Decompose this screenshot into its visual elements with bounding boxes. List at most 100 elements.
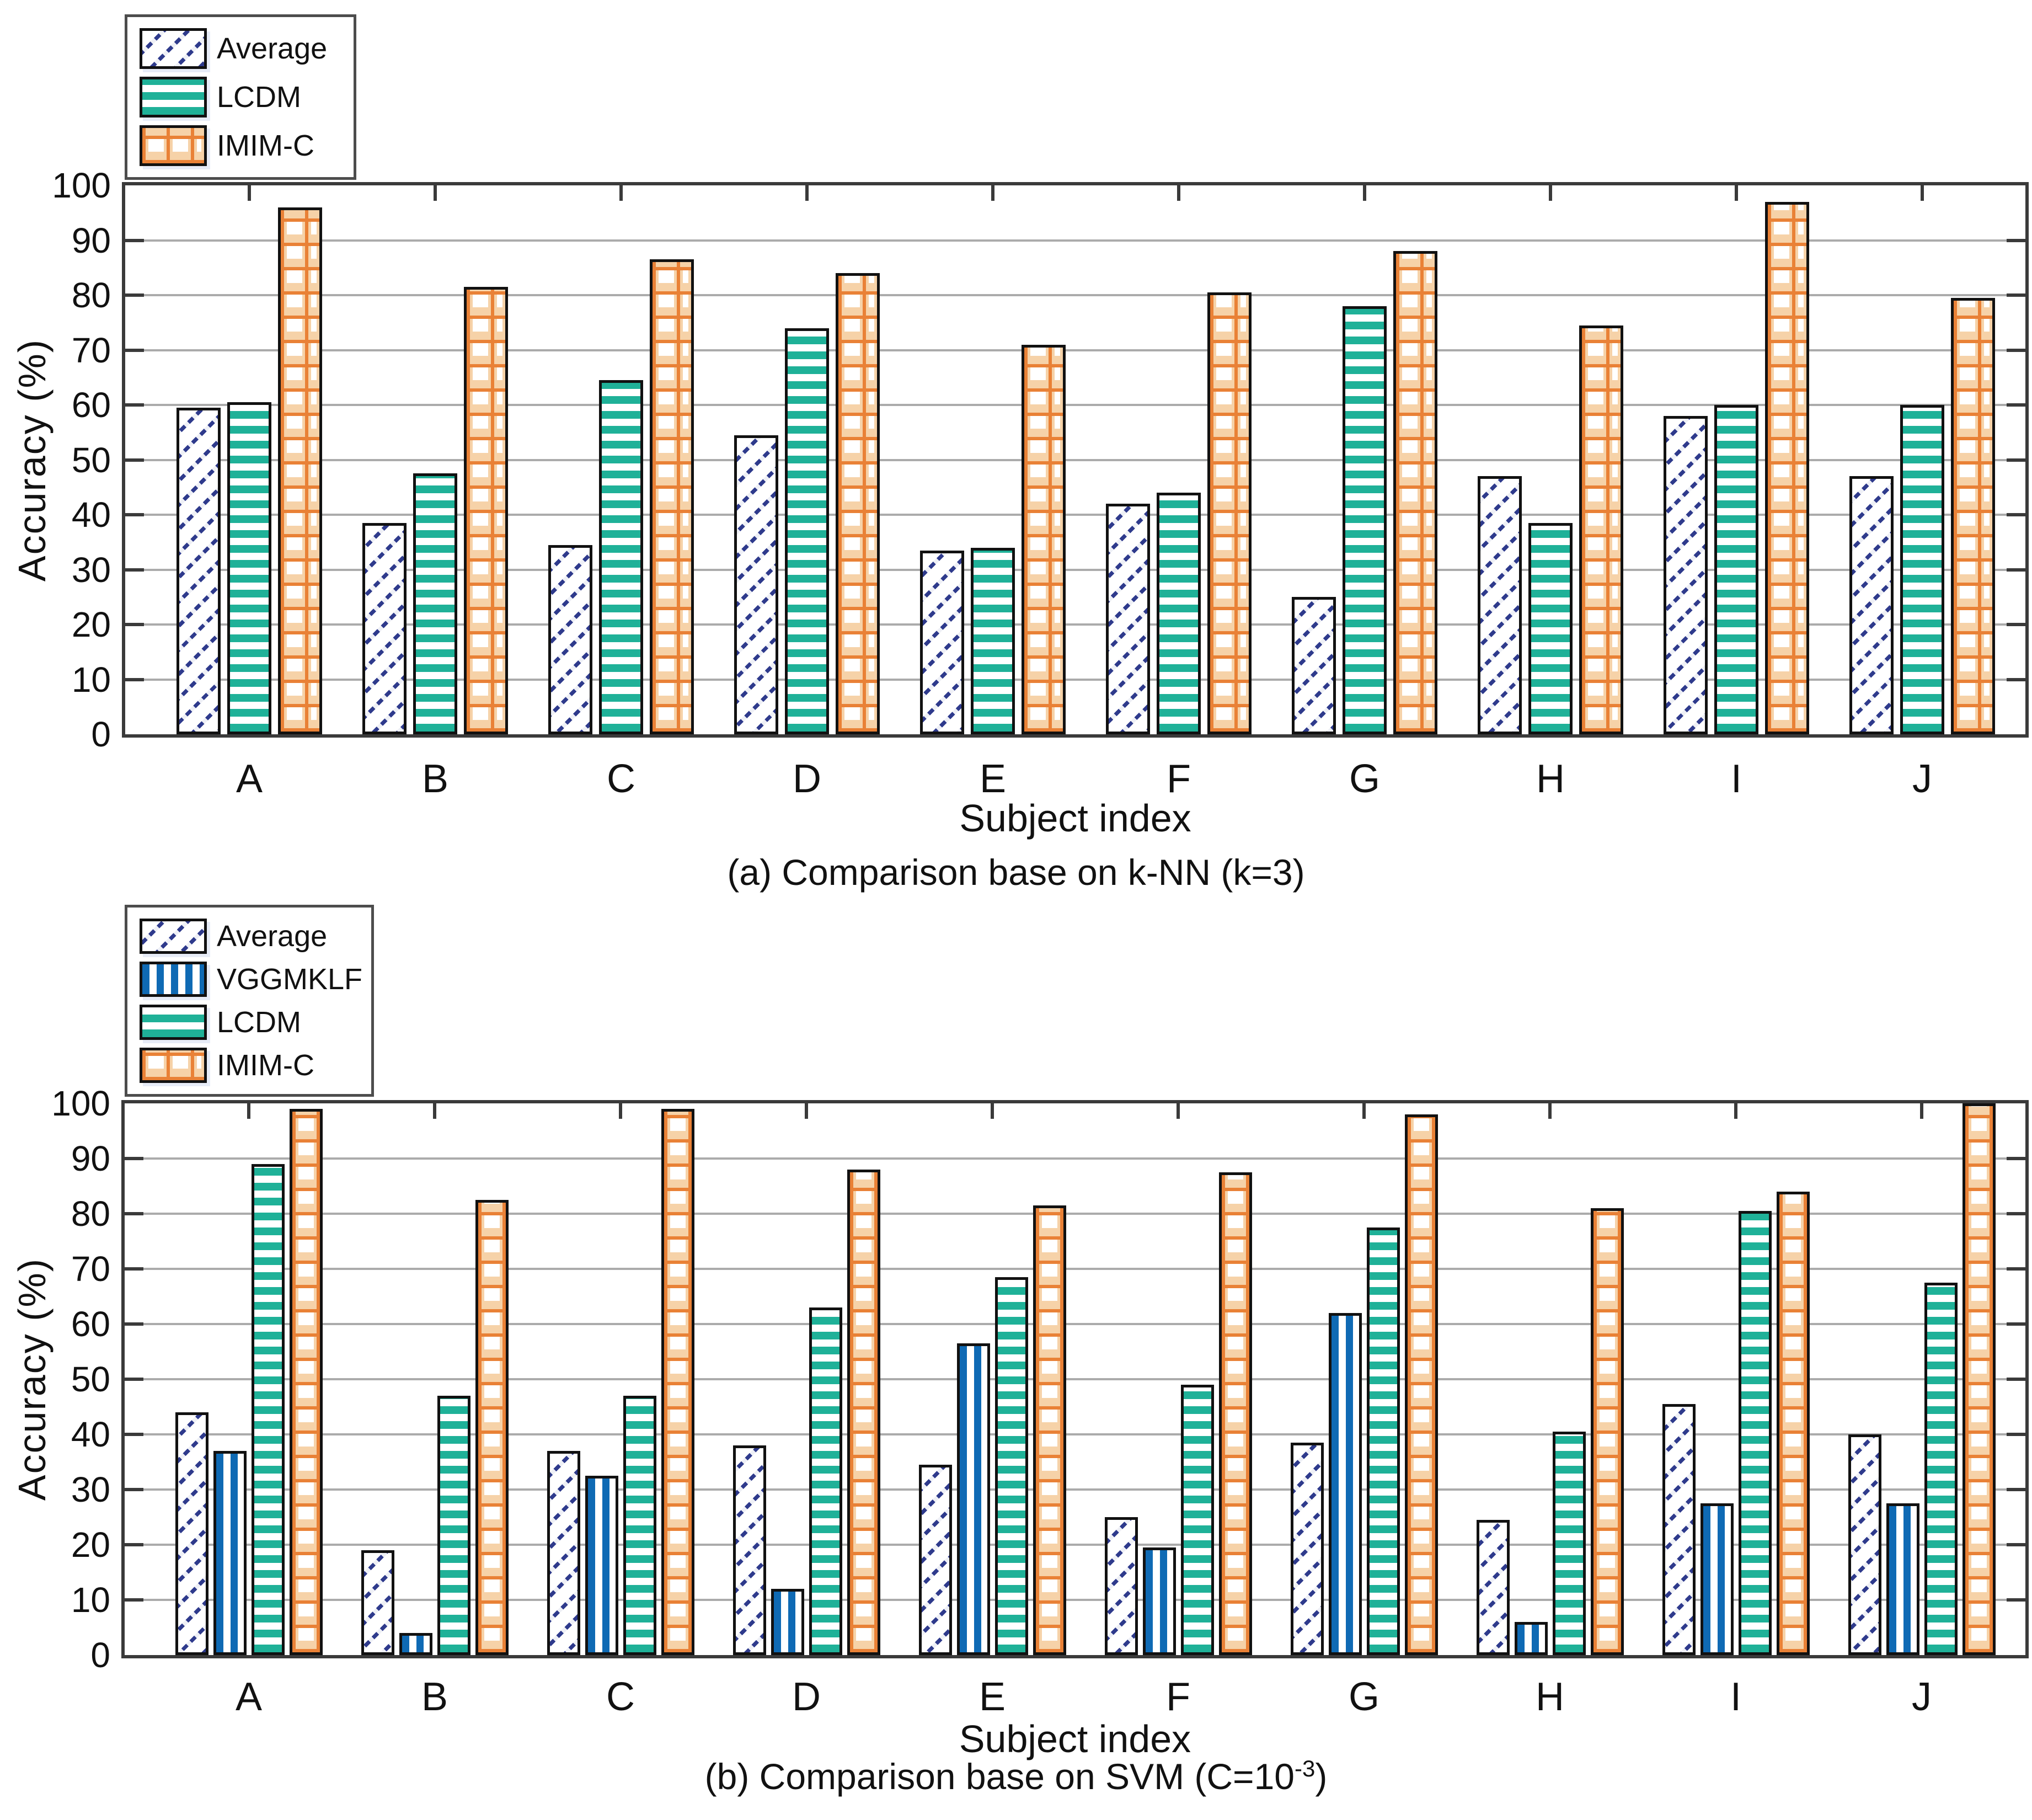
x-tick-label: F xyxy=(1166,1675,1190,1719)
y-tick-label: 0 xyxy=(91,714,111,754)
gridline xyxy=(125,1599,2025,1601)
bar-lcdm-F xyxy=(1157,493,1201,734)
bar-lcdm-H xyxy=(1552,1432,1586,1655)
gridline xyxy=(125,623,2025,626)
y-tick-label: 50 xyxy=(71,440,111,480)
y-tick-mark xyxy=(2007,238,2025,242)
y-tick-mark xyxy=(125,568,144,572)
legend-item-imimc: IMIM-C xyxy=(140,1048,359,1083)
y-tick-label: 90 xyxy=(71,1139,110,1178)
y-tick-label: 40 xyxy=(71,495,111,535)
x-tick-mark xyxy=(805,1103,808,1119)
x-tick-label: E xyxy=(978,1675,1006,1719)
legend-item-imimc: IMIM-C xyxy=(140,125,341,166)
bar-average-G xyxy=(1290,1443,1324,1655)
gridline xyxy=(125,1544,2025,1546)
gridline xyxy=(125,678,2025,681)
x-tick-label: C xyxy=(607,757,635,801)
bar-lcdm-I xyxy=(1714,405,1758,734)
x-tick-mark xyxy=(1177,1103,1180,1119)
bar-average-E xyxy=(918,1465,952,1655)
bar-average-A xyxy=(177,408,221,734)
average-pattern-swatch xyxy=(140,919,207,954)
bar-imim-c-J xyxy=(1962,1103,1996,1655)
plot-area-svm xyxy=(121,1100,2029,1658)
bar-vggmklf-B xyxy=(399,1633,432,1655)
x-tick-mark xyxy=(1177,185,1180,201)
x-tick-label: H xyxy=(1536,1675,1564,1719)
average-pattern-swatch xyxy=(140,28,207,69)
y-tick-mark xyxy=(2007,1488,2025,1491)
y-tick-mark xyxy=(125,403,144,407)
x-tick-label: J xyxy=(1912,757,1932,801)
y-tick-mark xyxy=(2007,1322,2025,1326)
y-tick-label: 60 xyxy=(71,385,111,425)
bar-average-J xyxy=(1849,476,1894,734)
bar-imim-c-B xyxy=(475,1200,509,1655)
y-tick-label: 70 xyxy=(71,1249,110,1289)
bar-imim-c-H xyxy=(1590,1208,1624,1655)
bar-average-D xyxy=(734,435,778,734)
x-tick-label: F xyxy=(1167,757,1191,801)
bar-average-C xyxy=(548,545,592,734)
x-tick-mark xyxy=(433,1103,436,1119)
y-tick-label: 50 xyxy=(71,1359,110,1399)
x-tick-mark xyxy=(248,185,251,201)
y-tick-label: 40 xyxy=(71,1415,110,1454)
y-tick-mark xyxy=(2007,1598,2025,1602)
bar-lcdm-D xyxy=(785,328,829,734)
bar-average-C xyxy=(547,1451,580,1655)
legend-item-lcdm: LCDM xyxy=(140,77,341,118)
gridline xyxy=(125,514,2025,516)
x-tick-mark xyxy=(1734,1103,1737,1119)
y-tick-label: 10 xyxy=(71,659,111,700)
y-tick-mark xyxy=(125,1378,143,1381)
x-tick-mark xyxy=(805,185,809,201)
bar-lcdm-E xyxy=(994,1277,1028,1655)
y-tick-mark xyxy=(2007,458,2025,462)
legend-item-vggmklf: VGGMKLF xyxy=(140,962,362,997)
x-tick-label: D xyxy=(793,757,821,801)
bar-lcdm-D xyxy=(809,1307,842,1655)
bar-lcdm-A xyxy=(251,1164,285,1655)
legend-label: Average xyxy=(217,32,328,65)
y-tick-label: 30 xyxy=(71,549,111,590)
caption-text: ) xyxy=(1315,1756,1328,1797)
bar-lcdm-G xyxy=(1343,306,1387,734)
caption-b: (b) Comparison base on SVM (C=10-3) xyxy=(0,1755,2032,1797)
bar-imim-c-C xyxy=(650,259,694,734)
bar-vggmklf-E xyxy=(956,1343,990,1655)
bar-vggmklf-A xyxy=(213,1451,247,1655)
x-tick-mark xyxy=(1735,185,1738,201)
x-tick-label: G xyxy=(1348,1675,1379,1719)
y-tick-mark xyxy=(125,1598,143,1602)
bar-imim-c-J xyxy=(1951,298,1995,734)
y-tick-mark xyxy=(125,458,144,462)
bar-average-A xyxy=(175,1412,208,1655)
bar-lcdm-C xyxy=(599,380,643,734)
x-axis-label: Subject index xyxy=(959,1717,1191,1760)
x-tick-mark xyxy=(247,1103,250,1119)
gridline xyxy=(125,239,2025,242)
bar-average-D xyxy=(732,1445,766,1655)
x-tick-mark xyxy=(991,185,994,201)
caption-superscript: -3 xyxy=(1294,1755,1316,1781)
x-tick-label: A xyxy=(236,757,263,801)
bar-imim-c-G xyxy=(1404,1114,1438,1655)
gridline xyxy=(125,568,2025,571)
bar-average-B xyxy=(362,523,407,734)
x-tick-mark xyxy=(1921,185,1924,201)
y-tick-label: 100 xyxy=(51,1084,110,1123)
y-tick-mark xyxy=(125,1212,143,1215)
x-tick-label: C xyxy=(606,1675,635,1719)
x-tick-mark xyxy=(1362,1103,1366,1119)
y-tick-mark xyxy=(125,1267,143,1271)
x-tick-mark xyxy=(1363,185,1366,201)
x-tick-label: I xyxy=(1730,757,1742,801)
y-tick-mark xyxy=(125,1322,143,1326)
bar-average-F xyxy=(1104,1517,1138,1655)
legend-item-average: Average xyxy=(140,919,359,954)
y-tick-mark xyxy=(2007,513,2025,516)
bar-vggmklf-D xyxy=(771,1589,804,1655)
gridline xyxy=(125,294,2025,296)
